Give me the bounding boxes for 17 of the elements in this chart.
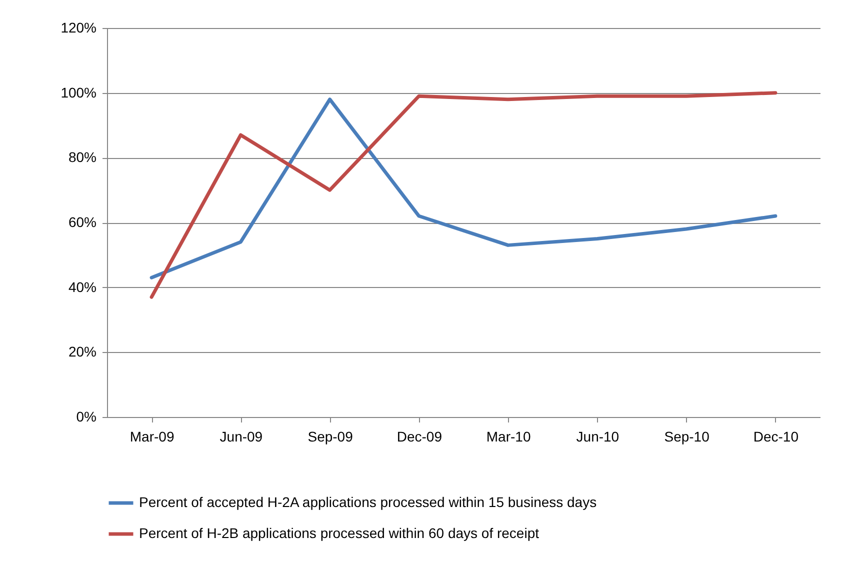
x-tick-label: Sep-10 [664, 428, 710, 444]
x-tick-label: Dec-09 [396, 428, 442, 444]
y-tick-label: 0% [76, 408, 96, 424]
y-tick-label: 80% [68, 149, 96, 166]
y-tick-label: 120% [60, 20, 96, 36]
legend-label: Percent of accepted H-2A applications processed within 15 business days [139, 494, 597, 510]
x-tick-label: Sep-09 [308, 428, 354, 444]
legend-label: Percent of H-2B applications processed within 60 days of receipt [139, 525, 540, 541]
x-tick-label: Dec-10 [753, 428, 799, 444]
y-tick-label: 100% [60, 84, 96, 100]
x-tick-label: Jun-10 [576, 428, 620, 444]
y-tick-label: 60% [68, 214, 96, 230]
x-tick-label: Mar-10 [486, 428, 531, 444]
x-tick-label: Mar-09 [130, 428, 174, 444]
x-tick-label: Jun-09 [220, 428, 263, 444]
y-tick-label: 40% [68, 278, 96, 295]
y-tick-label: 20% [68, 344, 96, 360]
